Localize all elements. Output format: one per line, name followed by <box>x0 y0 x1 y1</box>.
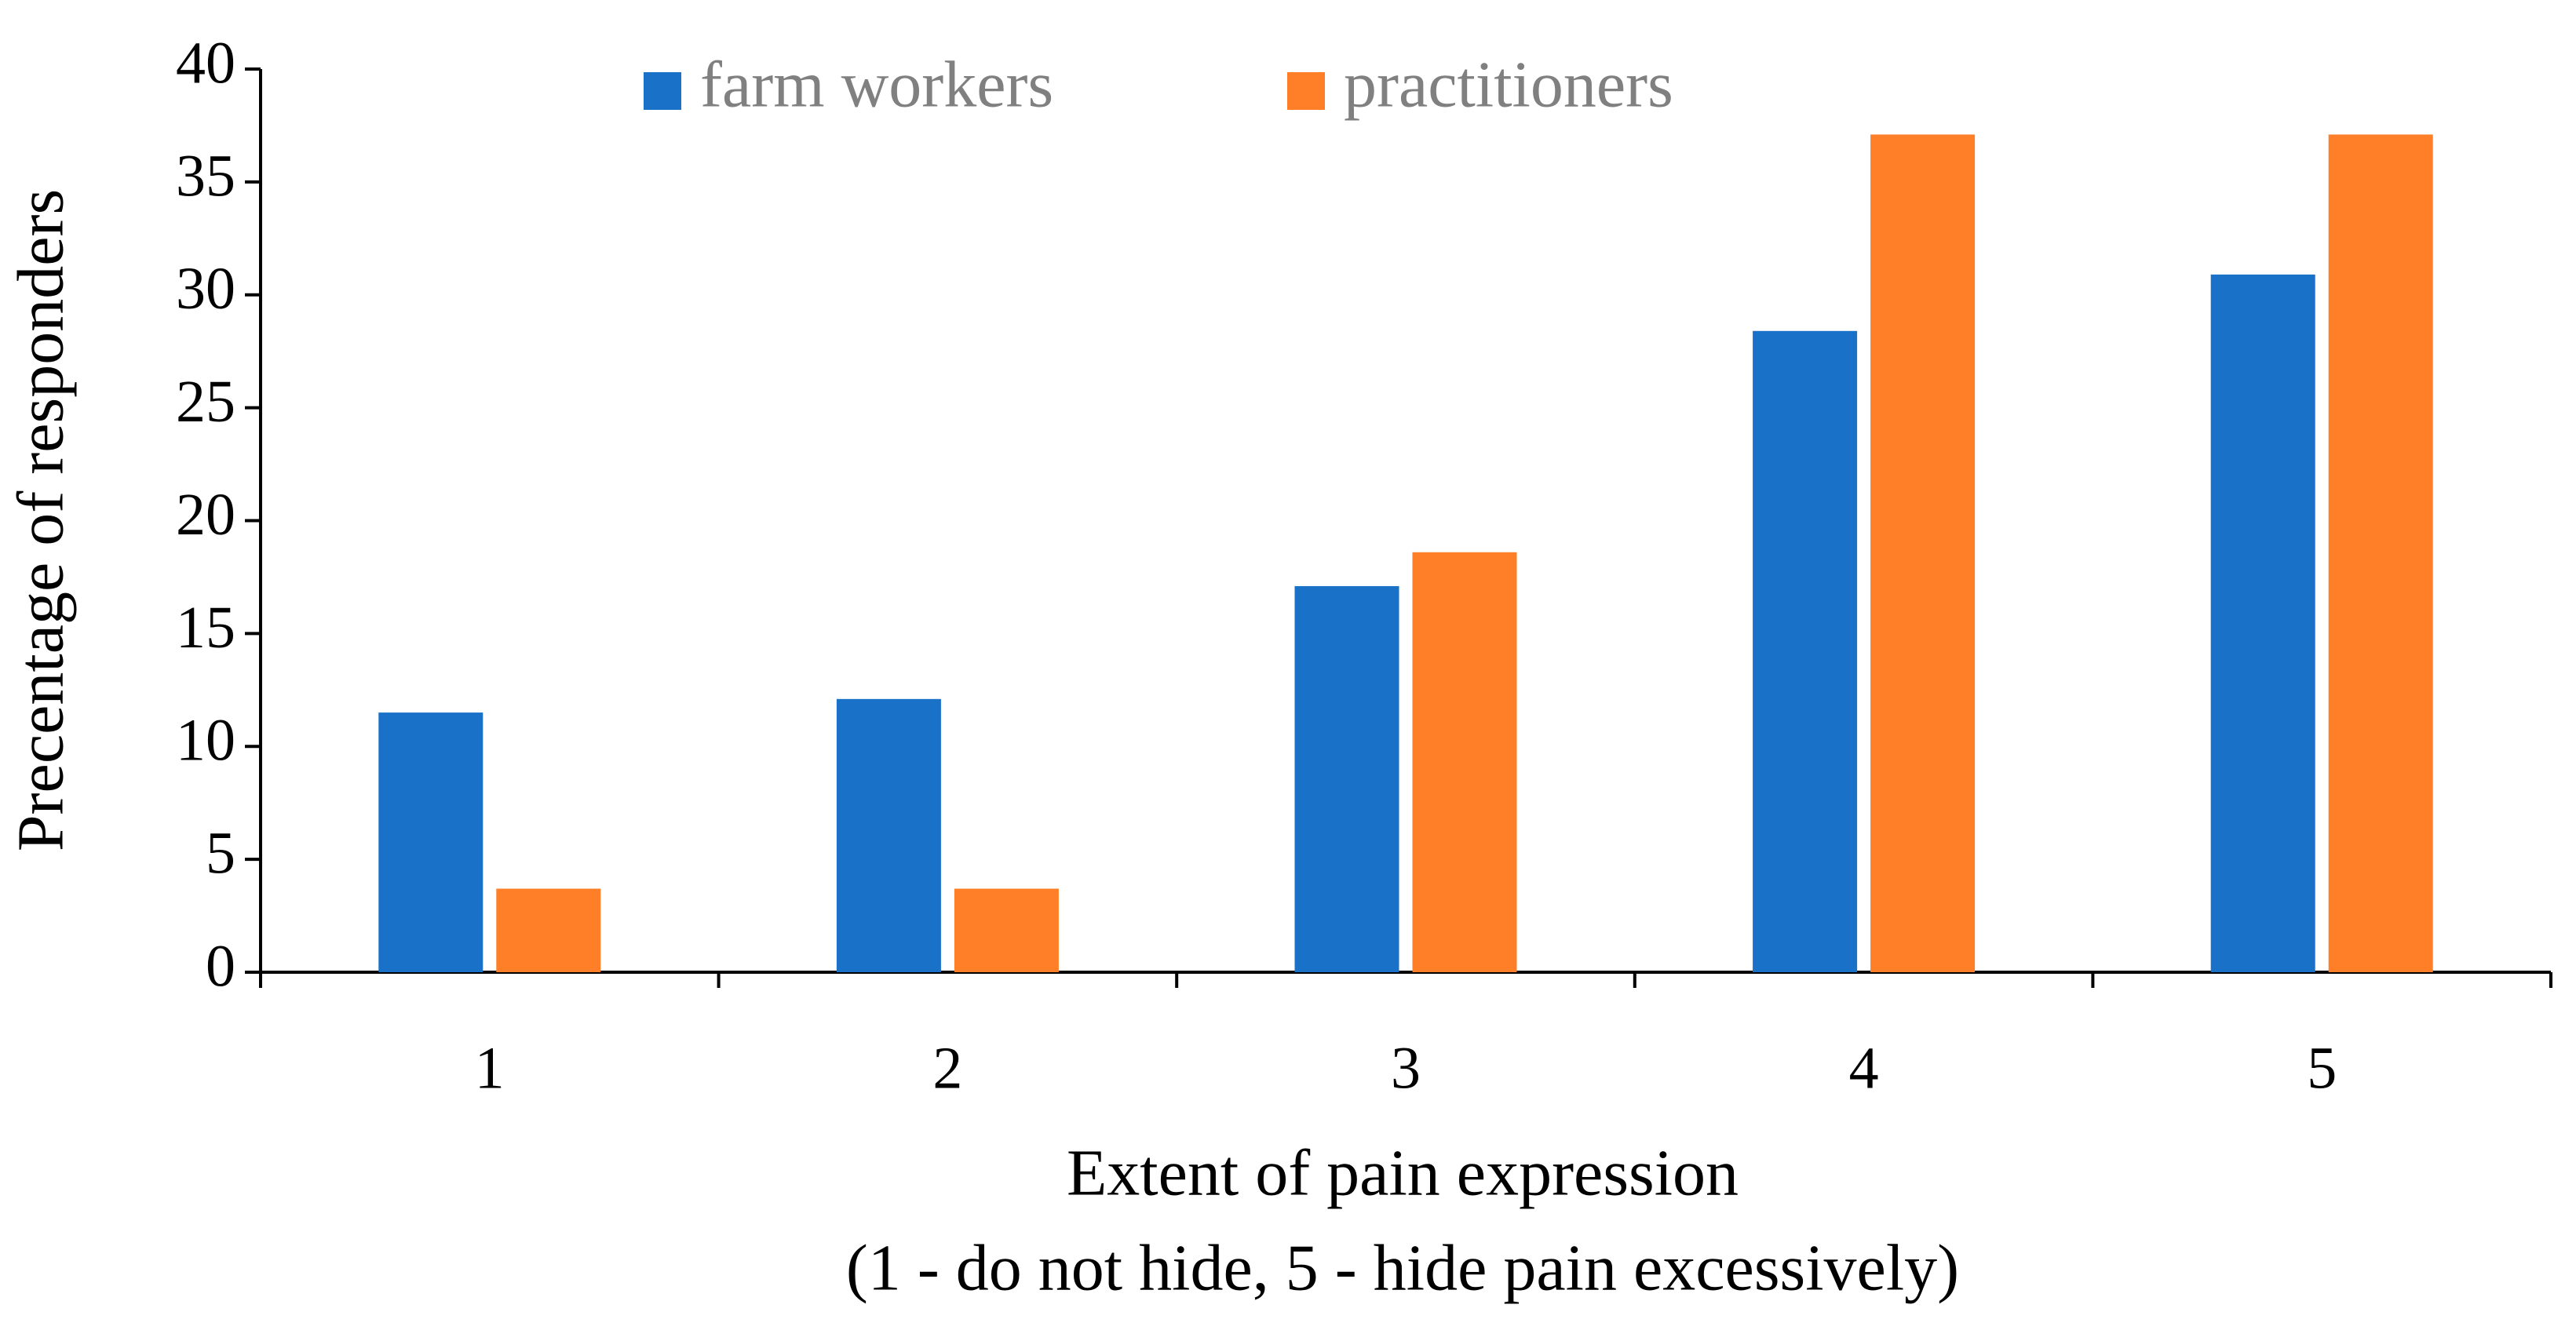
bar <box>1753 330 1858 972</box>
y-tick-label: 30 <box>176 256 235 322</box>
x-tick-label: 5 <box>2307 1035 2337 1101</box>
y-axis-label: Precentage of responders <box>4 189 77 851</box>
x-tick-label: 4 <box>1849 1035 1879 1101</box>
legend-label: farm workers <box>700 48 1053 121</box>
y-tick-label: 40 <box>176 30 235 96</box>
y-tick-label: 25 <box>176 369 235 435</box>
bar <box>2328 134 2433 972</box>
bar <box>1870 134 1976 972</box>
y-tick-label: 5 <box>206 821 235 887</box>
bar <box>378 712 483 972</box>
legend-swatch <box>644 72 681 110</box>
legend-swatch <box>1287 72 1325 110</box>
y-tick-label: 35 <box>176 143 235 209</box>
y-tick-label: 0 <box>206 933 235 999</box>
x-tick-label: 3 <box>1391 1035 1421 1101</box>
bar <box>954 888 1059 972</box>
x-tick-label: 1 <box>475 1035 505 1101</box>
x-axis-label: Extent of pain expression <box>1067 1136 1739 1209</box>
x-tick-label: 2 <box>932 1035 962 1101</box>
x-axis-label: (1 - do not hide, 5 - hide pain excessiv… <box>846 1231 1959 1304</box>
y-tick-label: 15 <box>176 595 235 661</box>
bar <box>1412 552 1517 972</box>
bar <box>2210 274 2315 972</box>
legend-label: practitioners <box>1344 48 1673 121</box>
y-tick-label: 20 <box>176 482 235 548</box>
y-tick-label: 10 <box>176 708 235 774</box>
bar <box>496 888 601 972</box>
bar <box>1294 585 1399 972</box>
bar <box>836 698 941 972</box>
